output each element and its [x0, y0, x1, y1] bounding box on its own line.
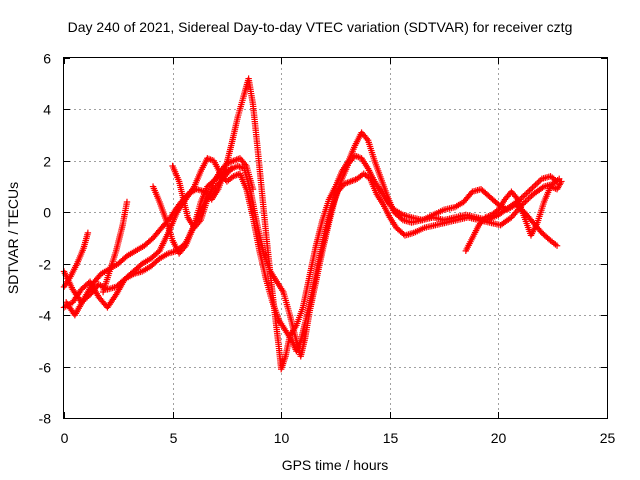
x-axis-tick-labels: 0 5 10 15 20 25 — [61, 430, 616, 446]
y-tick-label: 6 — [43, 51, 51, 67]
series-track-8 — [462, 178, 565, 255]
y-tick-label: -2 — [39, 257, 52, 273]
series-track-2 — [60, 155, 563, 355]
y-tick-label: -6 — [39, 360, 52, 376]
x-tick-label: 0 — [61, 430, 69, 446]
plot-frame — [63, 57, 608, 419]
series-track-1 — [60, 152, 561, 360]
x-tick-label: 15 — [383, 430, 399, 446]
chart-title: Day 240 of 2021, Sidereal Day-to-day VTE… — [68, 19, 573, 35]
y-tick-label: -8 — [39, 411, 52, 427]
data-point — [533, 180, 541, 187]
y-tick-label: -4 — [39, 308, 52, 324]
data-point — [529, 184, 536, 191]
y-axis-tick-labels: -8 -6 -4 -2 0 2 4 6 — [39, 51, 52, 427]
grid-lines — [64, 58, 607, 418]
y-tick-label: 0 — [43, 205, 51, 221]
data-point — [355, 153, 362, 161]
data-point — [532, 181, 539, 188]
data-point — [123, 198, 131, 206]
data-point — [553, 242, 561, 249]
data-point — [558, 178, 565, 185]
series-track-5 — [99, 198, 131, 296]
data-point — [249, 185, 257, 193]
data-point — [228, 165, 235, 172]
x-tick-label: 5 — [170, 430, 178, 446]
data-point — [535, 178, 542, 185]
series-track-7 — [169, 155, 257, 231]
y-axis-label: SDTVAR / TECUs — [5, 182, 21, 294]
data-point — [530, 183, 538, 190]
x-tick-label: 25 — [600, 430, 616, 446]
x-axis-label: GPS time / hours — [282, 457, 389, 473]
axis-ticks — [64, 58, 608, 419]
y-tick-label: 2 — [43, 154, 51, 170]
y-tick-label: 4 — [43, 102, 51, 118]
data-point — [84, 229, 92, 237]
data-markers — [60, 75, 565, 373]
x-tick-label: 10 — [274, 430, 290, 446]
x-tick-label: 20 — [491, 430, 507, 446]
